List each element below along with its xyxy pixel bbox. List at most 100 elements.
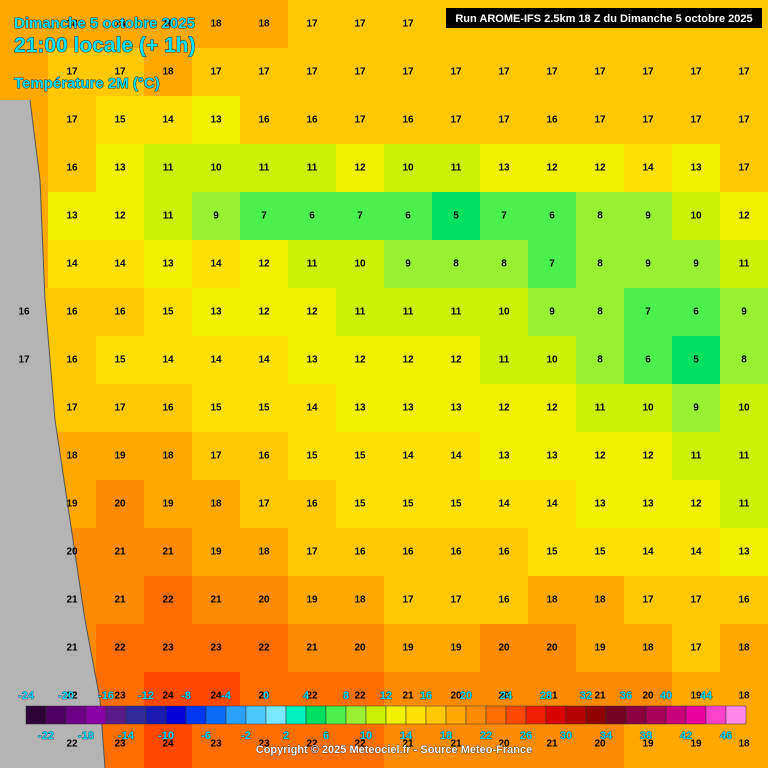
temp-label: 13 <box>642 499 654 510</box>
temp-label: 16 <box>66 307 78 318</box>
temp-cell <box>384 144 433 193</box>
temp-label: 10 <box>354 259 366 270</box>
temp-label: 16 <box>402 115 414 126</box>
temp-cell <box>528 288 577 337</box>
temp-cell <box>384 576 433 625</box>
temp-cell <box>480 336 529 385</box>
temp-cell <box>720 240 768 289</box>
swatch <box>385 705 407 725</box>
scale-label: 42 <box>680 730 692 742</box>
scale-label: -4 <box>221 690 232 702</box>
temp-cell <box>720 720 768 768</box>
temp-label: 11 <box>691 451 702 462</box>
temp-cell <box>624 384 673 433</box>
temp-cell <box>96 288 145 337</box>
temp-cell <box>192 96 241 145</box>
temp-label: 21 <box>594 691 606 702</box>
temp-label: 12 <box>258 259 270 270</box>
temp-cell <box>720 528 768 577</box>
temp-cell <box>288 576 337 625</box>
temp-cell <box>720 336 768 385</box>
temp-cell <box>624 336 673 385</box>
temp-cell <box>96 48 145 97</box>
temp-label: 22 <box>66 739 78 750</box>
temp-cell <box>96 336 145 385</box>
swatch <box>505 705 527 725</box>
scale-label: -2 <box>241 730 251 742</box>
temp-cell <box>672 48 721 97</box>
temp-cell <box>672 384 721 433</box>
run-box <box>446 8 762 28</box>
temp-label: 17 <box>738 115 750 126</box>
temp-label: 11 <box>259 163 270 174</box>
temp-cell <box>432 528 481 577</box>
temp-label: 7 <box>549 259 555 270</box>
temp-cell <box>192 192 241 241</box>
temp-cell <box>240 48 289 97</box>
temp-label: 10 <box>546 355 558 366</box>
temp-label: 22 <box>354 739 366 750</box>
temp-cell <box>384 48 433 97</box>
temp-cell <box>48 144 97 193</box>
temp-label: 13 <box>498 163 510 174</box>
temp-label: 22 <box>306 739 318 750</box>
temp-label: 12 <box>354 163 366 174</box>
temp-cell <box>624 48 673 97</box>
labels: 18 18 18 18 18 17 17 17 17 17 17 17 17 17 17 17 17 18 17 17… <box>18 19 750 750</box>
temp-cell <box>528 192 577 241</box>
swatch <box>605 705 627 725</box>
temp-label: 15 <box>594 547 606 558</box>
temp-cell <box>48 0 97 49</box>
temp-cell <box>432 288 481 337</box>
temp-cell <box>576 192 625 241</box>
temp-label: 10 <box>690 211 702 222</box>
temp-cell <box>144 240 193 289</box>
temp-cell <box>288 624 337 673</box>
temp-label: 6 <box>549 211 555 222</box>
temp-label: 13 <box>594 499 606 510</box>
scale-label: 14 <box>400 730 413 742</box>
temp-cell <box>384 0 433 49</box>
temp-cell <box>576 288 625 337</box>
temp-label: 19 <box>306 595 318 606</box>
temp-label: 6 <box>405 211 411 222</box>
temp-label: 6 <box>693 307 699 318</box>
swatch <box>405 705 427 725</box>
temp-cell <box>48 48 97 97</box>
temp-cell <box>96 240 145 289</box>
temp-label: 15 <box>402 499 414 510</box>
temp-label: 11 <box>355 307 366 318</box>
temp-label: 12 <box>402 355 414 366</box>
temp-cell <box>432 624 481 673</box>
temp-label: 17 <box>210 451 222 462</box>
temp-label: 11 <box>595 403 606 414</box>
swatch <box>525 705 547 725</box>
temp-cell <box>672 720 721 768</box>
temp-cell <box>480 576 529 625</box>
swatch <box>685 705 707 725</box>
temp-label: 14 <box>498 499 510 510</box>
scale-label: 4 <box>303 690 310 702</box>
temp-label: 11 <box>739 499 750 510</box>
temp-cell <box>528 432 577 481</box>
temp-label: 17 <box>450 115 462 126</box>
temp-label: 12 <box>306 307 318 318</box>
temp-cell <box>480 624 529 673</box>
temp-label: 18 <box>642 643 654 654</box>
field: Température 2M (°C) <box>14 75 160 92</box>
temp-label: 16 <box>66 355 78 366</box>
temp-cell <box>432 336 481 385</box>
temp-cell <box>192 624 241 673</box>
temp-label: 9 <box>645 211 651 222</box>
temp-label: 12 <box>354 355 366 366</box>
temp-label: 16 <box>162 403 174 414</box>
temp-cell <box>480 384 529 433</box>
scale-label: -16 <box>98 690 114 702</box>
temp-label: 15 <box>162 307 174 318</box>
temp-label: 12 <box>258 307 270 318</box>
temp-cell <box>672 144 721 193</box>
temp-cell <box>672 96 721 145</box>
temp-cell <box>240 288 289 337</box>
